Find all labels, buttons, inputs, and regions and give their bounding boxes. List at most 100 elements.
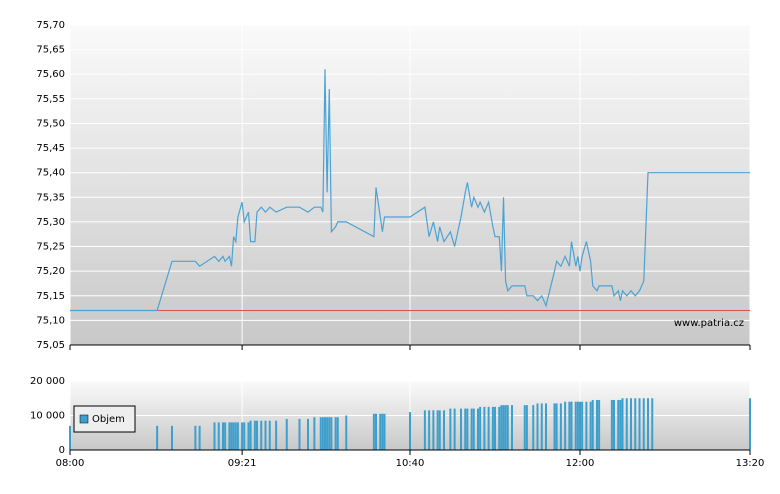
x-tick-label: 12:00	[566, 458, 595, 469]
volume-bar	[453, 408, 456, 450]
y-tick-label: 75,30	[36, 217, 65, 228]
volume-bar	[472, 408, 475, 450]
volume-bar	[570, 401, 573, 450]
volume-bar	[591, 399, 594, 450]
volume-bar	[334, 417, 337, 450]
y-tick-label: 75,10	[36, 315, 65, 326]
volume-bar	[506, 405, 509, 450]
price-line	[70, 69, 750, 312]
legend-label: Objem	[92, 414, 125, 425]
volume-bar	[330, 417, 333, 450]
volume-bar	[464, 408, 467, 450]
x-tick-label: 08:00	[56, 458, 85, 469]
y-tick-label: 20 000	[30, 376, 65, 387]
volume-bar	[232, 422, 235, 450]
volume-bar	[236, 422, 239, 450]
y-tick-label: 75,20	[36, 266, 65, 277]
volume-bar	[553, 403, 556, 450]
volume-bar	[375, 413, 377, 450]
volume-bar	[275, 420, 278, 450]
volume-bar	[540, 403, 543, 450]
volume-bar	[324, 417, 326, 450]
y-tick-label: 0	[59, 445, 65, 456]
volume-bar	[319, 417, 322, 450]
volume-bar	[585, 401, 588, 450]
volume-bar	[383, 413, 386, 450]
volume-bar	[568, 401, 571, 450]
volume-bar	[336, 417, 339, 450]
volume-bar	[234, 422, 237, 450]
volume-bar	[613, 399, 615, 450]
volume-bar	[213, 422, 216, 450]
volume-bar	[634, 398, 637, 450]
volume-bar	[621, 398, 624, 450]
y-tick-label: 75,35	[36, 192, 65, 203]
volume-bar	[268, 420, 271, 450]
volume-bar	[171, 425, 173, 450]
volume-bar	[256, 420, 258, 450]
volume-bar	[491, 406, 494, 450]
volume-bar	[576, 401, 579, 450]
volume-bar	[574, 401, 577, 450]
volume-bar	[617, 399, 620, 450]
volume-bar	[502, 405, 505, 450]
volume-bar	[545, 403, 547, 450]
volume-bar	[559, 403, 562, 450]
x-tick-label: 09:21	[228, 458, 257, 469]
y-tick-label: 75,50	[36, 118, 65, 129]
volume-bar	[298, 418, 301, 450]
volume-bar	[345, 415, 348, 450]
volume-bar	[241, 422, 244, 450]
volume-bar	[243, 422, 246, 450]
y-tick-label: 75,45	[36, 143, 65, 154]
volume-bar	[328, 417, 331, 450]
volume-bar	[487, 406, 490, 450]
volume-bar	[432, 410, 435, 450]
volume-bar	[156, 425, 159, 450]
volume-bar	[498, 406, 501, 450]
volume-bar	[579, 401, 581, 450]
volume-bar	[428, 410, 431, 450]
y-tick-label: 75,15	[36, 291, 65, 302]
volume-bar	[249, 420, 252, 450]
y-tick-label: 10 000	[30, 411, 65, 422]
volume-bar	[647, 398, 649, 450]
volume-bar	[217, 422, 220, 450]
volume-bar	[381, 413, 384, 450]
y-tick-label: 75,65	[36, 45, 65, 56]
volume-bar	[564, 401, 567, 450]
volume-bar	[598, 399, 601, 450]
volume-bar	[589, 401, 592, 450]
volume-bar	[642, 398, 645, 450]
volume-bar	[523, 405, 526, 450]
volume-bar	[470, 408, 473, 450]
volume-bar	[247, 422, 250, 450]
volume-bar	[260, 420, 263, 450]
volume-bar	[483, 406, 486, 450]
y-tick-label: 75,60	[36, 69, 65, 80]
volume-bar	[466, 408, 469, 450]
volume-bar	[638, 398, 641, 450]
volume-bar	[228, 422, 231, 450]
volume-bar	[581, 401, 584, 450]
x-tick-label: 13:20	[736, 458, 765, 469]
y-tick-label: 75,55	[36, 94, 65, 105]
volume-bar	[596, 399, 598, 450]
volume-bar	[194, 425, 197, 450]
volume-bar	[555, 403, 558, 450]
volume-bar	[625, 398, 628, 450]
volume-bar	[436, 410, 439, 450]
volume-bar	[438, 410, 441, 450]
x-tick-label: 10:40	[396, 458, 425, 469]
volume-bar	[619, 399, 622, 450]
volume-bar	[449, 408, 452, 450]
volume-bar	[69, 425, 71, 450]
volume-bar	[409, 412, 411, 450]
volume-bar	[372, 413, 375, 450]
volume-bar	[460, 408, 462, 450]
y-tick-label: 75,70	[36, 20, 65, 31]
volume-bar	[500, 405, 503, 450]
volume-bar	[494, 406, 496, 450]
volume-bar	[511, 405, 513, 450]
volume-bar	[749, 398, 751, 450]
